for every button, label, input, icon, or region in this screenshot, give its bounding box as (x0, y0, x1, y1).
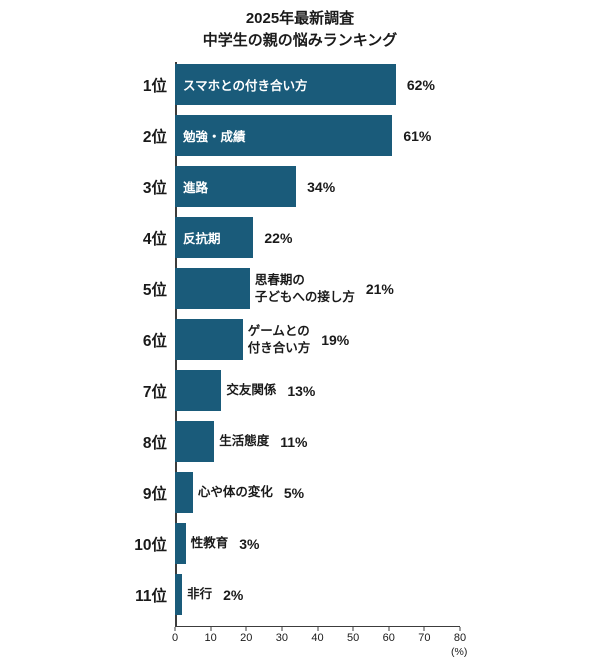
rank-label: 10位 (134, 536, 167, 554)
bar-label: 思春期の 子どもへの接し方 (254, 272, 355, 304)
value-label: 2% (223, 586, 244, 603)
bar-chart: 1位 スマホとの付き合い方 62% 2位 勉強・成績 61% 3位 進路 34% 4位 反抗期 22%… (0, 61, 600, 661)
bar: 反抗期 (175, 217, 254, 258)
value-label: 34% (307, 178, 336, 195)
rank-label: 2位 (142, 128, 167, 146)
rank-label: 9位 (142, 485, 167, 503)
rank-label: 5位 (142, 281, 167, 299)
bar-label: 性教育 (190, 536, 229, 551)
tick-label: 30 (275, 631, 288, 644)
tick-label: 40 (311, 631, 324, 644)
tick-mark (352, 626, 354, 631)
value-label: 61% (403, 127, 432, 144)
bar (175, 421, 215, 462)
bar-plot-area: 交友関係 13% (175, 368, 600, 414)
value-label: 13% (287, 382, 316, 399)
bar-row: 2位 勉強・成績 61% (0, 113, 600, 159)
bar-plot-area: 思春期の 子どもへの接し方 21% (175, 266, 600, 312)
bar-row: 6位 ゲームとの 付き合い方 19% (0, 317, 600, 363)
tick-mark (245, 626, 247, 631)
rank-label: 3位 (142, 179, 167, 197)
bar-plot-area: 進路 34% (175, 164, 600, 210)
chart-title: 2025年最新調査 中学生の親の悩みランキング (0, 0, 600, 52)
tick-label: 70 (418, 631, 431, 644)
bar-row: 5位 思春期の 子どもへの接し方 21% (0, 266, 600, 312)
rank-label: 1位 (142, 77, 167, 95)
bar-row: 3位 進路 34% (0, 164, 600, 210)
tick-label: 0 (171, 631, 179, 644)
bar-row: 10位 性教育 3% (0, 521, 600, 567)
rank-label: 6位 (142, 332, 167, 350)
bar: 勉強・成績 (175, 115, 393, 156)
bar-plot-area: 勉強・成績 61% (175, 113, 600, 159)
tick-label: 60 (382, 631, 395, 644)
tick-mark (174, 626, 176, 631)
bar-label: 勉強・成績 (183, 130, 246, 144)
tick-mark (459, 626, 461, 631)
value-label: 3% (239, 535, 260, 552)
bar-label: 非行 (187, 587, 213, 602)
bar-label: 反抗期 (183, 232, 221, 246)
rank-label: 8位 (142, 434, 167, 452)
bar-plot-area: スマホとの付き合い方 62% (175, 62, 600, 108)
bar-label: 生活態度 (219, 434, 270, 449)
value-label: 11% (280, 433, 308, 450)
bar-plot-area: 生活態度 11% (175, 419, 600, 465)
bar-plot-area: 性教育 3% (175, 521, 600, 567)
tick-label: 50 (347, 631, 360, 644)
rank-label: 4位 (142, 230, 167, 248)
rank-label: 11位 (135, 587, 167, 605)
bar (175, 523, 186, 564)
bar-row: 9位 心や体の変化 5% (0, 470, 600, 516)
bar (175, 370, 222, 411)
bar-rows: 1位 スマホとの付き合い方 62% 2位 勉強・成績 61% 3位 進路 34% 4位 反抗期 22%… (0, 62, 600, 618)
value-label: 21% (365, 280, 394, 297)
bar (175, 472, 193, 513)
tick-mark (388, 626, 390, 631)
bar (175, 268, 250, 309)
bar-plot-area: 心や体の変化 5% (175, 470, 600, 516)
bar: スマホとの付き合い方 (175, 64, 396, 105)
bar-plot-area: 反抗期 22% (175, 215, 600, 261)
bar-row: 7位 交友関係 13% (0, 368, 600, 414)
bar-row: 11位 非行 2% (0, 572, 600, 618)
chart-title-line2: 中学生の親の悩みランキング (202, 31, 398, 49)
value-label: 22% (264, 229, 293, 246)
bar-label: ゲームとの 付き合い方 (247, 323, 311, 355)
tick-label: 20 (240, 631, 253, 644)
axis-unit-label: (%) (451, 645, 468, 658)
bar-plot-area: 非行 2% (175, 572, 600, 618)
rank-label: 7位 (142, 383, 167, 401)
value-label: 19% (321, 331, 350, 348)
value-label: 5% (283, 484, 305, 501)
bar (175, 574, 183, 615)
bar-label: 心や体の変化 (197, 485, 273, 500)
tick-mark (281, 626, 283, 631)
bar-row: 8位 生活態度 11% (0, 419, 600, 465)
bar-row: 4位 反抗期 22% (0, 215, 600, 261)
bar-row: 1位 スマホとの付き合い方 62% (0, 62, 600, 108)
value-label: 62% (406, 76, 435, 93)
x-axis: (%) 0 10 20 30 40 50 60 70 80 (171, 625, 467, 661)
bar-plot-area: ゲームとの 付き合い方 19% (175, 317, 600, 363)
bar: 進路 (175, 166, 297, 207)
bar-label: 進路 (183, 181, 209, 195)
tick-label: 10 (204, 631, 217, 644)
bar-label: 交友関係 (226, 383, 277, 398)
bar-label: スマホとの付き合い方 (183, 79, 308, 93)
tick-mark (423, 626, 425, 631)
chart-title-line1: 2025年最新調査 (245, 10, 355, 27)
tick-mark (317, 626, 318, 631)
bar (175, 319, 243, 360)
tick-label: 80 (453, 631, 467, 644)
tick-mark (210, 626, 212, 631)
